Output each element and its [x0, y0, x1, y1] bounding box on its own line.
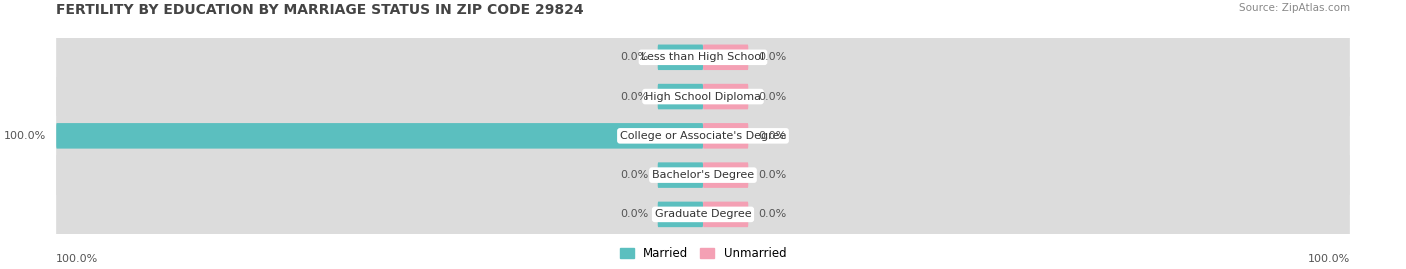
Text: 0.0%: 0.0%	[758, 52, 786, 62]
Text: 0.0%: 0.0%	[758, 91, 786, 102]
Text: 0.0%: 0.0%	[758, 209, 786, 220]
Text: College or Associate's Degree: College or Associate's Degree	[620, 131, 786, 141]
Text: Graduate Degree: Graduate Degree	[655, 209, 751, 220]
FancyBboxPatch shape	[56, 143, 1350, 269]
Text: Source: ZipAtlas.com: Source: ZipAtlas.com	[1239, 3, 1350, 13]
FancyBboxPatch shape	[56, 25, 1350, 168]
FancyBboxPatch shape	[703, 162, 748, 188]
FancyBboxPatch shape	[658, 162, 703, 188]
Legend: Married, Unmarried: Married, Unmarried	[620, 247, 786, 260]
FancyBboxPatch shape	[56, 0, 1350, 129]
Text: High School Diploma: High School Diploma	[645, 91, 761, 102]
FancyBboxPatch shape	[658, 202, 703, 227]
Text: FERTILITY BY EDUCATION BY MARRIAGE STATUS IN ZIP CODE 29824: FERTILITY BY EDUCATION BY MARRIAGE STATU…	[56, 3, 583, 17]
FancyBboxPatch shape	[658, 84, 703, 109]
FancyBboxPatch shape	[658, 45, 703, 70]
Text: 0.0%: 0.0%	[758, 131, 786, 141]
Text: 100.0%: 100.0%	[4, 131, 46, 141]
FancyBboxPatch shape	[56, 123, 703, 148]
Text: 0.0%: 0.0%	[620, 209, 648, 220]
Text: Less than High School: Less than High School	[641, 52, 765, 62]
FancyBboxPatch shape	[703, 84, 748, 109]
Text: 0.0%: 0.0%	[620, 91, 648, 102]
FancyBboxPatch shape	[56, 64, 1350, 207]
Text: 0.0%: 0.0%	[620, 52, 648, 62]
Text: 0.0%: 0.0%	[758, 170, 786, 180]
FancyBboxPatch shape	[703, 202, 748, 227]
Text: 100.0%: 100.0%	[1308, 254, 1350, 264]
Text: Bachelor's Degree: Bachelor's Degree	[652, 170, 754, 180]
Text: 100.0%: 100.0%	[56, 254, 98, 264]
Text: 0.0%: 0.0%	[620, 170, 648, 180]
FancyBboxPatch shape	[703, 45, 748, 70]
FancyBboxPatch shape	[56, 104, 1350, 247]
FancyBboxPatch shape	[703, 123, 748, 148]
